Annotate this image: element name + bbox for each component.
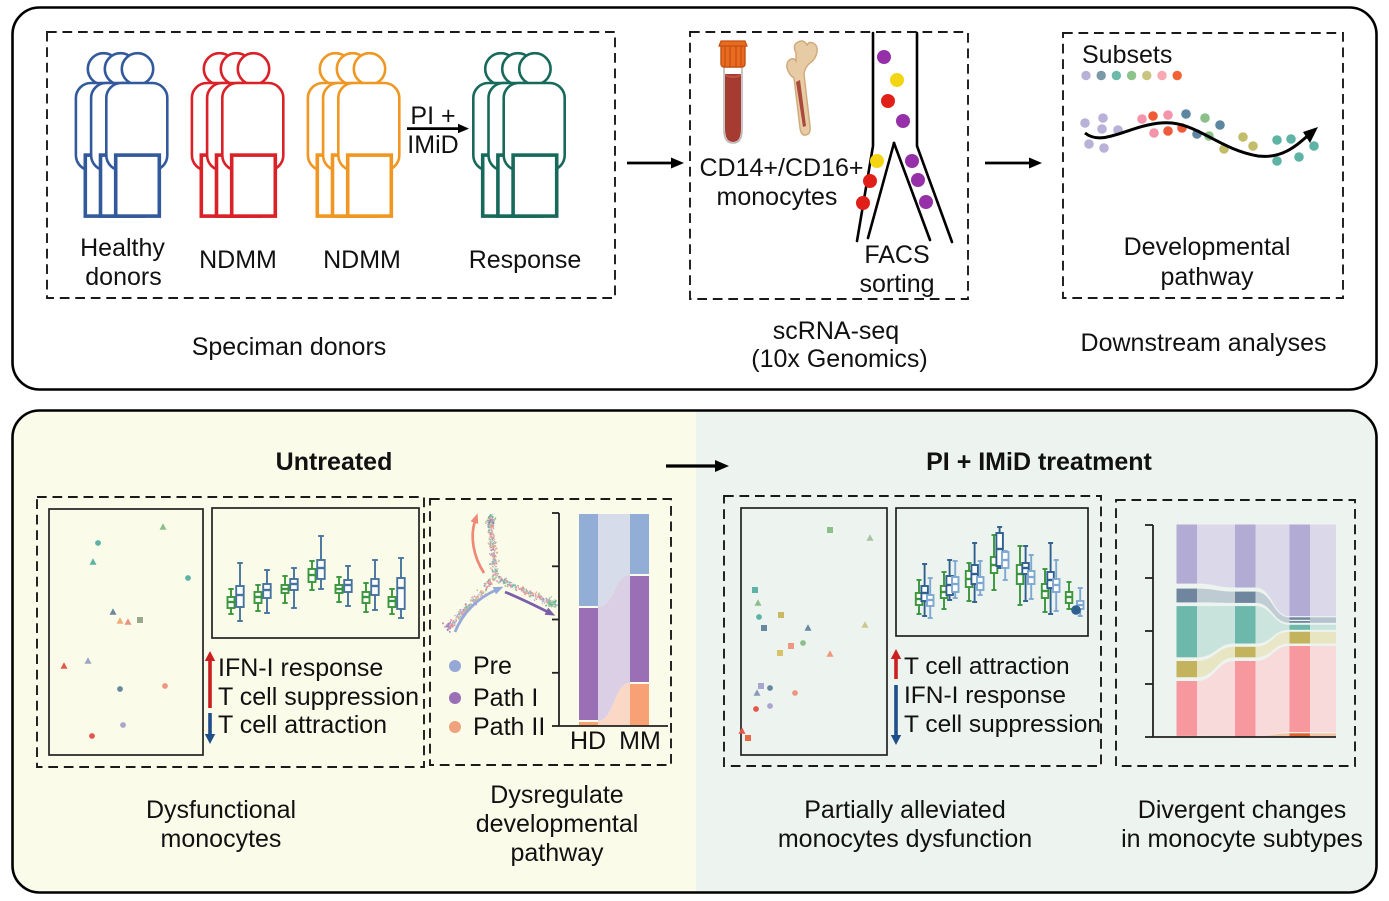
svg-text:Path II: Path II — [473, 713, 545, 741]
svg-text:T cell suppression: T cell suppression — [218, 683, 419, 711]
svg-text:FACS: FACS — [864, 241, 929, 269]
svg-text:sorting: sorting — [859, 270, 934, 298]
svg-text:Dysregulate: Dysregulate — [490, 781, 623, 809]
svg-text:pathway: pathway — [510, 839, 604, 867]
svg-text:Untreated: Untreated — [276, 448, 393, 476]
svg-text:Subsets: Subsets — [1082, 41, 1172, 69]
svg-text:Divergent changes: Divergent changes — [1138, 796, 1346, 824]
svg-text:Partially alleviated: Partially alleviated — [804, 796, 1006, 824]
svg-text:CD14+/CD16+: CD14+/CD16+ — [700, 154, 864, 182]
svg-text:developmental: developmental — [476, 810, 639, 838]
svg-text:Downstream analyses: Downstream analyses — [1081, 329, 1327, 357]
svg-text:pathway: pathway — [1160, 263, 1254, 291]
svg-text:(10x Genomics): (10x Genomics) — [751, 345, 927, 373]
svg-text:Dysfunctional: Dysfunctional — [146, 796, 296, 824]
svg-text:Developmental: Developmental — [1124, 233, 1291, 261]
svg-text:monocytes: monocytes — [717, 183, 838, 211]
svg-text:scRNA-seq: scRNA-seq — [773, 317, 899, 345]
svg-text:IFN-I response: IFN-I response — [904, 682, 1066, 709]
svg-text:T cell suppression: T cell suppression — [904, 711, 1101, 738]
svg-text:IMiD: IMiD — [407, 131, 458, 159]
svg-text:monocytes dysfunction: monocytes dysfunction — [778, 825, 1032, 853]
svg-text:Path I: Path I — [473, 684, 538, 712]
svg-text:NDMM: NDMM — [323, 246, 401, 274]
svg-text:IFN-I response: IFN-I response — [218, 654, 383, 682]
svg-text:PI +: PI + — [410, 102, 455, 130]
svg-text:donors: donors — [85, 263, 161, 291]
svg-text:Response: Response — [469, 246, 582, 274]
svg-text:NDMM: NDMM — [199, 246, 277, 274]
svg-text:PI + IMiD treatment: PI + IMiD treatment — [926, 448, 1152, 476]
svg-text:T cell attraction: T cell attraction — [218, 711, 387, 739]
svg-text:Speciman donors: Speciman donors — [192, 333, 387, 361]
svg-text:in monocyte subtypes: in monocyte subtypes — [1121, 825, 1363, 853]
svg-text:T cell attraction: T cell attraction — [904, 653, 1070, 680]
svg-text:HD: HD — [570, 727, 606, 755]
svg-text:Healthy: Healthy — [80, 234, 165, 262]
svg-text:monocytes: monocytes — [161, 825, 282, 853]
svg-text:Pre: Pre — [473, 652, 512, 680]
svg-text:MM: MM — [619, 727, 661, 755]
